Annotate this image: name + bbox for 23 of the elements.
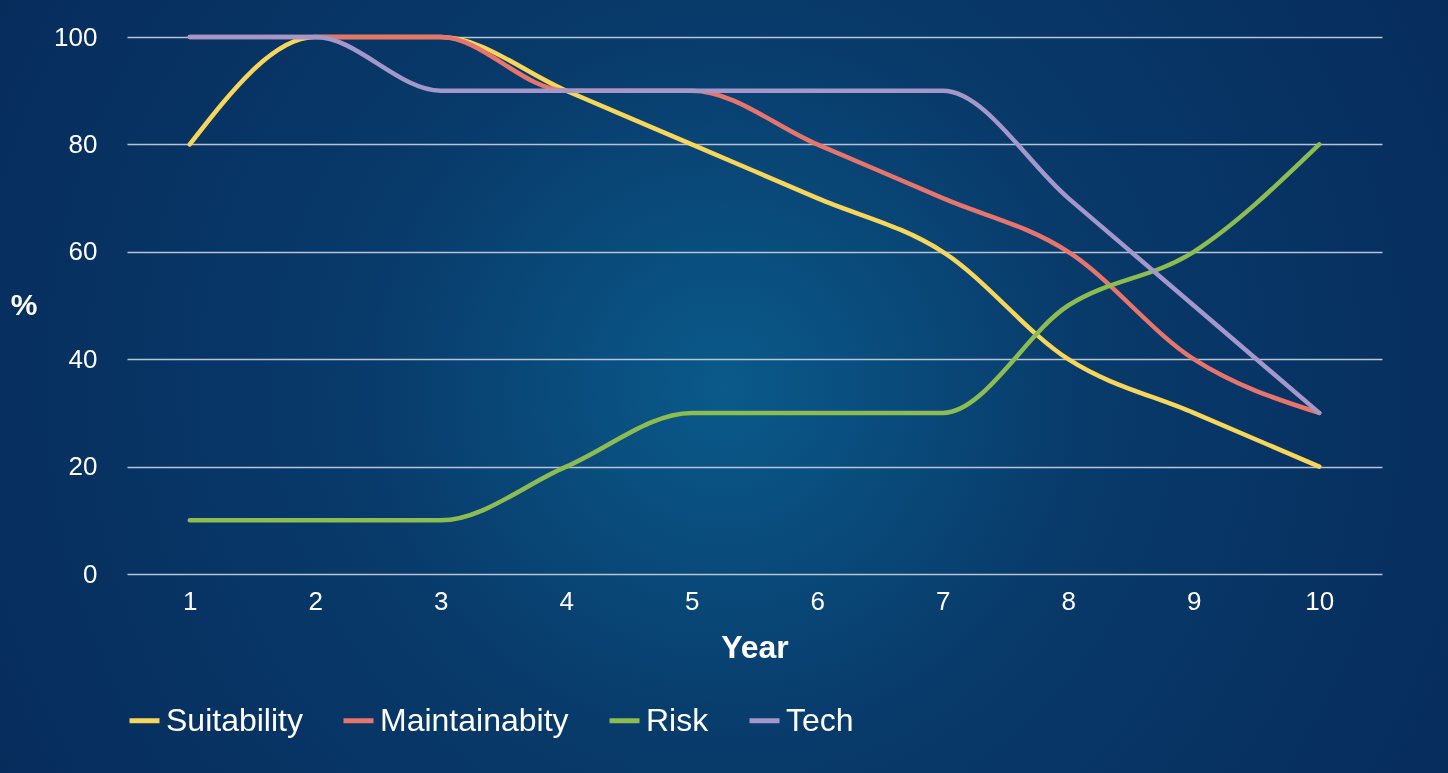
y-tick-label: 80	[68, 128, 98, 159]
y-tick-label: 60	[68, 236, 98, 267]
x-axis-title: Year	[721, 628, 789, 665]
x-tick-label: 9	[1187, 585, 1202, 616]
legend-label: Tech	[786, 701, 854, 738]
y-tick-label: 20	[68, 451, 98, 482]
x-tick-label: 3	[434, 585, 449, 616]
x-tick-label: 10	[1305, 585, 1335, 616]
y-tick-label: 40	[68, 343, 98, 374]
line-series	[187, 142, 1322, 523]
legend-label: Risk	[646, 701, 710, 738]
x-tick-label: 1	[183, 585, 198, 616]
x-tick-label: 8	[1061, 585, 1076, 616]
legend-label: Maintainabity	[380, 701, 569, 738]
x-tick-label: 2	[308, 585, 323, 616]
x-tick-label: 7	[936, 585, 951, 616]
x-tick-label: 5	[685, 585, 700, 616]
y-tick-label: 100	[54, 21, 98, 52]
y-tick-label: 0	[83, 558, 98, 589]
x-tick-label: 4	[559, 585, 574, 616]
x-tick-label: 6	[810, 585, 825, 616]
y-axis-title: %	[10, 288, 38, 321]
legend-label: Suitability	[166, 701, 303, 738]
